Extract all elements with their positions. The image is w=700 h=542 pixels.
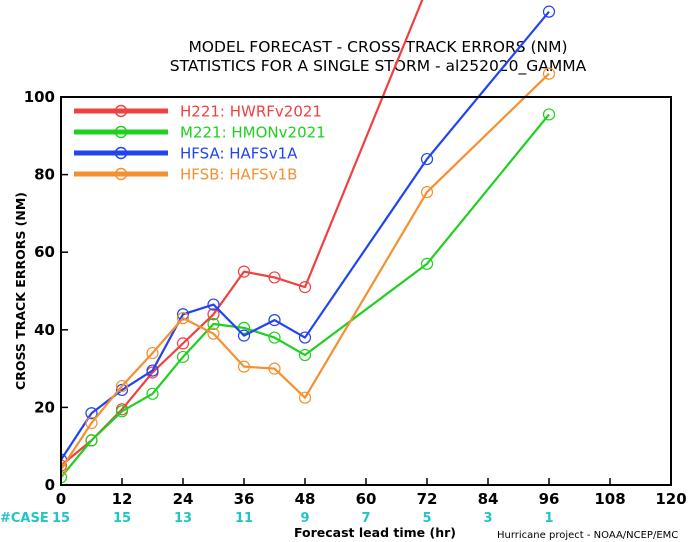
- data-point-hfsb: [420, 185, 434, 199]
- x-tick-label: 36: [234, 490, 255, 508]
- chart-title-line-1: MODEL FORECAST - CROSS TRACK ERRORS (NM): [188, 38, 567, 56]
- data-point-hfsb: [146, 346, 159, 360]
- x-tick-label: 96: [539, 490, 560, 508]
- data-point-m221: [298, 348, 312, 362]
- data-point-m221: [176, 350, 190, 364]
- data-point-hfsb: [298, 391, 312, 404]
- case-count: 15: [113, 511, 131, 526]
- data-point-m221: [237, 321, 251, 334]
- x-axis-ticks: 0 12 24 36 48 60 72 84 96 108 120: [56, 478, 687, 508]
- data-point-h221: [176, 337, 190, 350]
- data-point-m221: [542, 108, 556, 121]
- data-point-h221: [207, 308, 220, 321]
- y-tick-label: 20: [34, 398, 55, 416]
- data-point-hfsa: [420, 152, 434, 166]
- case-count: 3: [483, 511, 492, 526]
- x-tick-label: 0: [56, 490, 66, 508]
- case-count: 1: [544, 511, 553, 526]
- case-count: 15: [52, 511, 70, 526]
- data-point-hfsb: [115, 379, 129, 393]
- data-point-hfsa: [207, 298, 220, 311]
- legend-marker: [114, 125, 128, 139]
- data-point-hfsa: [146, 364, 159, 377]
- legend-marker: [114, 167, 128, 181]
- y-tick-label: 100: [24, 88, 55, 106]
- legend-label: HFSA: HAFSv1A: [180, 145, 298, 163]
- y-axis-ticks: 0 20 40 60 80 100: [24, 88, 68, 494]
- data-point-hfsa: [542, 5, 556, 18]
- x-tick-label: 12: [112, 490, 133, 508]
- y-tick-label: 80: [34, 166, 55, 184]
- x-tick-label: 108: [594, 490, 625, 508]
- y-tick-label: 40: [34, 321, 55, 339]
- legend-marker: [114, 146, 128, 160]
- data-point-m221: [115, 405, 129, 418]
- x-tick-label: 24: [173, 490, 194, 508]
- case-count: 7: [361, 511, 370, 526]
- data-point-hfsa: [237, 329, 251, 342]
- data-point-hfsb: [542, 67, 556, 80]
- credit-text: Hurricane project - NOAA/NCEP/EMC: [497, 530, 678, 541]
- x-tick-label: 72: [417, 490, 438, 508]
- data-point-hfsb: [207, 327, 220, 340]
- case-count: 13: [174, 511, 192, 526]
- case-count: 9: [300, 511, 309, 526]
- overflow-markers: [542, 5, 556, 80]
- x-tick-label: 84: [478, 490, 499, 508]
- legend-label: HFSB: HAFSv1B: [180, 166, 297, 184]
- legend-label: H221: HWRFv2021: [180, 103, 322, 121]
- data-point-m221: [85, 434, 98, 447]
- case-count-label: #CASE: [0, 511, 49, 526]
- case-count: 11: [235, 511, 253, 526]
- data-point-hfsb: [176, 312, 190, 325]
- data-point-hfsb: [85, 416, 98, 430]
- series-line-hfsb: [61, 72, 550, 471]
- series-layer: [61, 0, 556, 484]
- data-point-m221: [420, 257, 434, 270]
- series-line-m221: [61, 113, 550, 478]
- data-point-m221: [61, 471, 68, 484]
- y-tick-label: 0: [45, 476, 55, 494]
- chart-title-line-2: STATISTICS FOR A SINGLE STORM - al252020…: [170, 57, 587, 76]
- case-count: 5: [422, 511, 431, 526]
- data-point-hfsa: [298, 331, 312, 344]
- x-tick-label: 60: [356, 490, 377, 508]
- legend: H221: HWRFv2021 M221: HMONv2021 HFSA: HAFS…: [74, 103, 326, 184]
- data-point-h221: [298, 281, 312, 294]
- x-tick-label: 120: [655, 490, 686, 508]
- case-counts: 15 15 13 11 9 7 5 3 1: [52, 511, 554, 526]
- data-point-m221: [268, 331, 281, 344]
- data-point-hfsa: [85, 407, 98, 420]
- legend-label: M221: HMONv2021: [180, 124, 326, 142]
- data-point-hfsb: [61, 463, 68, 476]
- legend-marker: [114, 104, 128, 118]
- x-axis-label: Forecast lead time (hr): [294, 525, 456, 540]
- data-point-hfsb: [268, 362, 281, 375]
- x-tick-label: 48: [295, 490, 316, 508]
- data-point-hfsa: [268, 314, 281, 327]
- y-axis-label: CROSS TRACK ERRORS (NM): [13, 192, 28, 390]
- y-tick-label: 60: [34, 243, 55, 261]
- data-point-h221: [61, 459, 68, 472]
- data-point-m221: [146, 387, 159, 400]
- data-point-h221: [268, 271, 281, 284]
- data-point-hfsb: [237, 360, 251, 373]
- data-point-h221: [237, 265, 251, 278]
- data-point-m221: [207, 317, 220, 331]
